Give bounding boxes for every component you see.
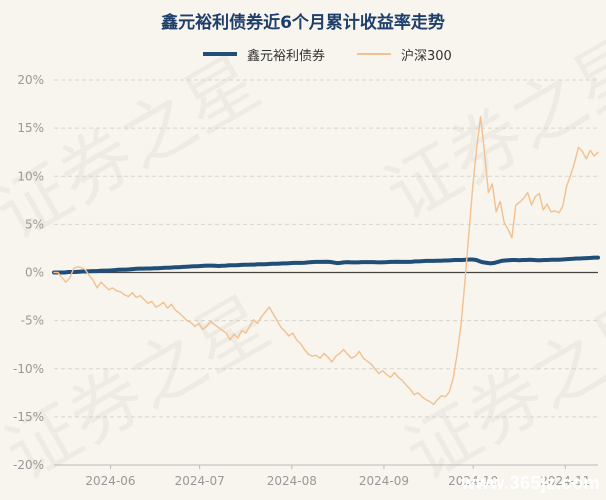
x-tick-label: 2024-08 (267, 474, 317, 488)
legend-swatch-fund (203, 52, 237, 56)
legend-swatch-index (357, 53, 391, 55)
site-watermark: www.365jz.com (461, 473, 600, 493)
x-tick-label: 2024-11 (540, 474, 590, 488)
series-line-fund (52, 255, 600, 275)
legend-item-fund[interactable]: 鑫元裕利债券 (203, 44, 325, 64)
y-tick-label: 10% (17, 169, 44, 183)
y-tick-label: 20% (17, 73, 44, 87)
y-tick-label: 0% (25, 266, 44, 280)
legend-label-index: 沪深300 (401, 48, 452, 64)
legend: 鑫元裕利债券 沪深300 (0, 44, 606, 64)
y-tick-label: 15% (17, 121, 44, 135)
y-tick-label: -10% (13, 362, 44, 376)
chart-title: 鑫元裕利债券近6个月累计收益率走势 (161, 13, 445, 33)
x-tick-label: 2024-07 (175, 474, 225, 488)
y-tick-label: -20% (13, 458, 44, 472)
legend-label-fund: 鑫元裕利债券 (247, 48, 326, 64)
y-tick-label: 5% (25, 217, 44, 231)
y-tick-label: -5% (21, 314, 44, 328)
series-line-index (53, 115, 599, 406)
x-tick-label: 2024-10 (448, 474, 498, 488)
legend-item-index[interactable]: 沪深300 (357, 44, 452, 64)
x-tick-label: 2024-09 (359, 474, 409, 488)
x-tick-label: 2024-06 (85, 474, 135, 488)
y-tick-label: -15% (13, 410, 44, 424)
